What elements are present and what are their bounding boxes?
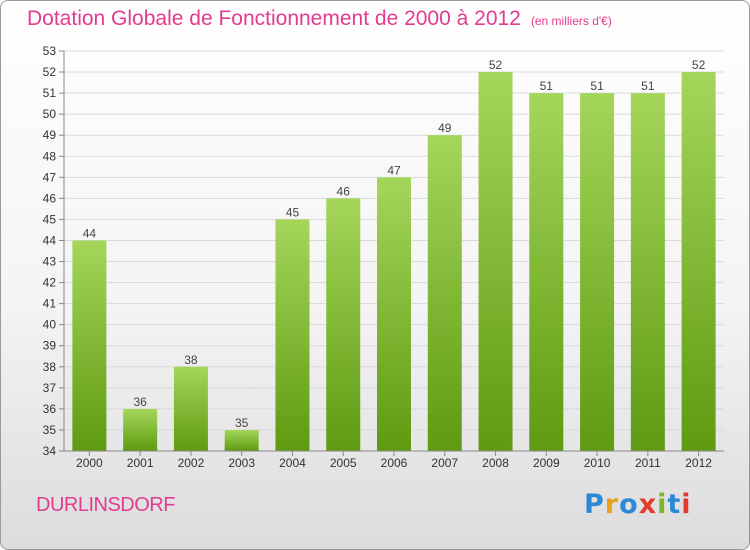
data-label-2012: 52 (692, 58, 706, 72)
y-tick-label: 34 (43, 444, 57, 458)
x-tick-label-2008: 2008 (482, 456, 509, 470)
y-tick-label: 41 (43, 297, 57, 311)
y-tick-label: 47 (43, 170, 57, 184)
bar-2011[interactable] (630, 93, 665, 452)
y-tick-label: 46 (43, 191, 57, 205)
x-tick-label-2000: 2000 (76, 456, 103, 470)
y-tick-label: 49 (43, 128, 57, 142)
x-tick-label-2002: 2002 (178, 456, 205, 470)
data-label-2000: 44 (83, 226, 97, 240)
y-tick-label: 38 (43, 360, 57, 374)
bar-2005[interactable] (326, 198, 361, 451)
x-tick-label-2006: 2006 (381, 456, 408, 470)
x-tick-label-2011: 2011 (635, 456, 661, 470)
y-tick-label: 50 (43, 107, 57, 121)
x-tick-label-2003: 2003 (228, 456, 255, 470)
proxiti-logo[interactable]: Proxiti (584, 489, 692, 520)
y-tick-label: 42 (43, 276, 57, 290)
data-label-2002: 38 (184, 353, 198, 367)
data-label-2001: 36 (133, 395, 147, 409)
data-label-2009: 51 (540, 79, 554, 93)
x-tick-label-2007: 2007 (431, 456, 458, 470)
logo-letter: t (667, 489, 682, 520)
bar-2007[interactable] (427, 135, 462, 452)
bar-2002[interactable] (173, 366, 208, 451)
logo-letter: o (619, 489, 639, 520)
bar-2012[interactable] (681, 72, 716, 451)
logo-letter: i (657, 489, 668, 520)
data-label-2006: 47 (387, 163, 401, 177)
bar-2000[interactable] (72, 240, 107, 451)
bar-2004[interactable] (275, 219, 310, 451)
y-axis-ticks: 34 35 36 37 38 39 40 41 42 43 44 45 46 47 48 49 50 51 52 53 (43, 44, 64, 458)
bar-2010[interactable] (580, 93, 615, 452)
x-tick-label-2009: 2009 (533, 456, 560, 470)
data-labels: 44 36 38 35 45 46 47 49 52 51 51 51 52 (83, 58, 706, 430)
y-tick-label: 35 (43, 423, 57, 437)
y-tick-label: 36 (43, 402, 57, 416)
data-label-2011: 51 (641, 79, 655, 93)
y-tick-label: 45 (43, 212, 57, 226)
chart-title-text: Dotation Globale de Fonctionnement de 20… (27, 7, 521, 30)
chart-subtitle: (en milliers d'€) (530, 14, 612, 28)
data-label-2004: 45 (286, 205, 300, 219)
logo-letter: i (681, 489, 692, 520)
x-tick-label-2001: 2001 (127, 456, 154, 470)
y-tick-label: 48 (43, 149, 57, 163)
x-tick-label-2005: 2005 (330, 456, 357, 470)
logo-letter: x (638, 489, 658, 520)
bar-2009[interactable] (529, 93, 564, 452)
bar-2001[interactable] (123, 408, 158, 451)
data-label-2010: 51 (590, 79, 604, 93)
y-tick-label: 43 (43, 255, 57, 269)
logo-letter: r (604, 489, 620, 520)
y-tick-label: 53 (43, 44, 57, 58)
x-tick-label-2004: 2004 (279, 456, 306, 470)
x-tick-label-2010: 2010 (584, 456, 611, 470)
y-tick-label: 52 (43, 65, 57, 79)
bar-2006[interactable] (377, 177, 411, 451)
data-label-2005: 46 (337, 184, 351, 198)
commune-name: DURLINSDORF (36, 494, 175, 516)
bars (72, 72, 716, 452)
y-tick-label: 39 (43, 339, 57, 353)
x-axis-ticks: 2000 2001 2002 2003 2004 2005 2006 2007 2008 2009… (76, 451, 712, 470)
y-tick-label: 40 (43, 318, 57, 332)
bar-2003[interactable] (224, 429, 259, 451)
logo-letter: P (584, 489, 605, 520)
data-label-2003: 35 (235, 416, 249, 430)
bar-2008[interactable] (478, 72, 513, 451)
y-tick-label: 51 (43, 86, 57, 100)
data-label-2007: 49 (438, 121, 452, 135)
y-tick-label: 37 (43, 381, 57, 395)
chart-title: Dotation Globale de Fonctionnement de 20… (27, 7, 612, 31)
data-label-2008: 52 (489, 58, 503, 72)
y-tick-label: 44 (43, 233, 57, 247)
x-tick-label-2012: 2012 (685, 456, 712, 470)
